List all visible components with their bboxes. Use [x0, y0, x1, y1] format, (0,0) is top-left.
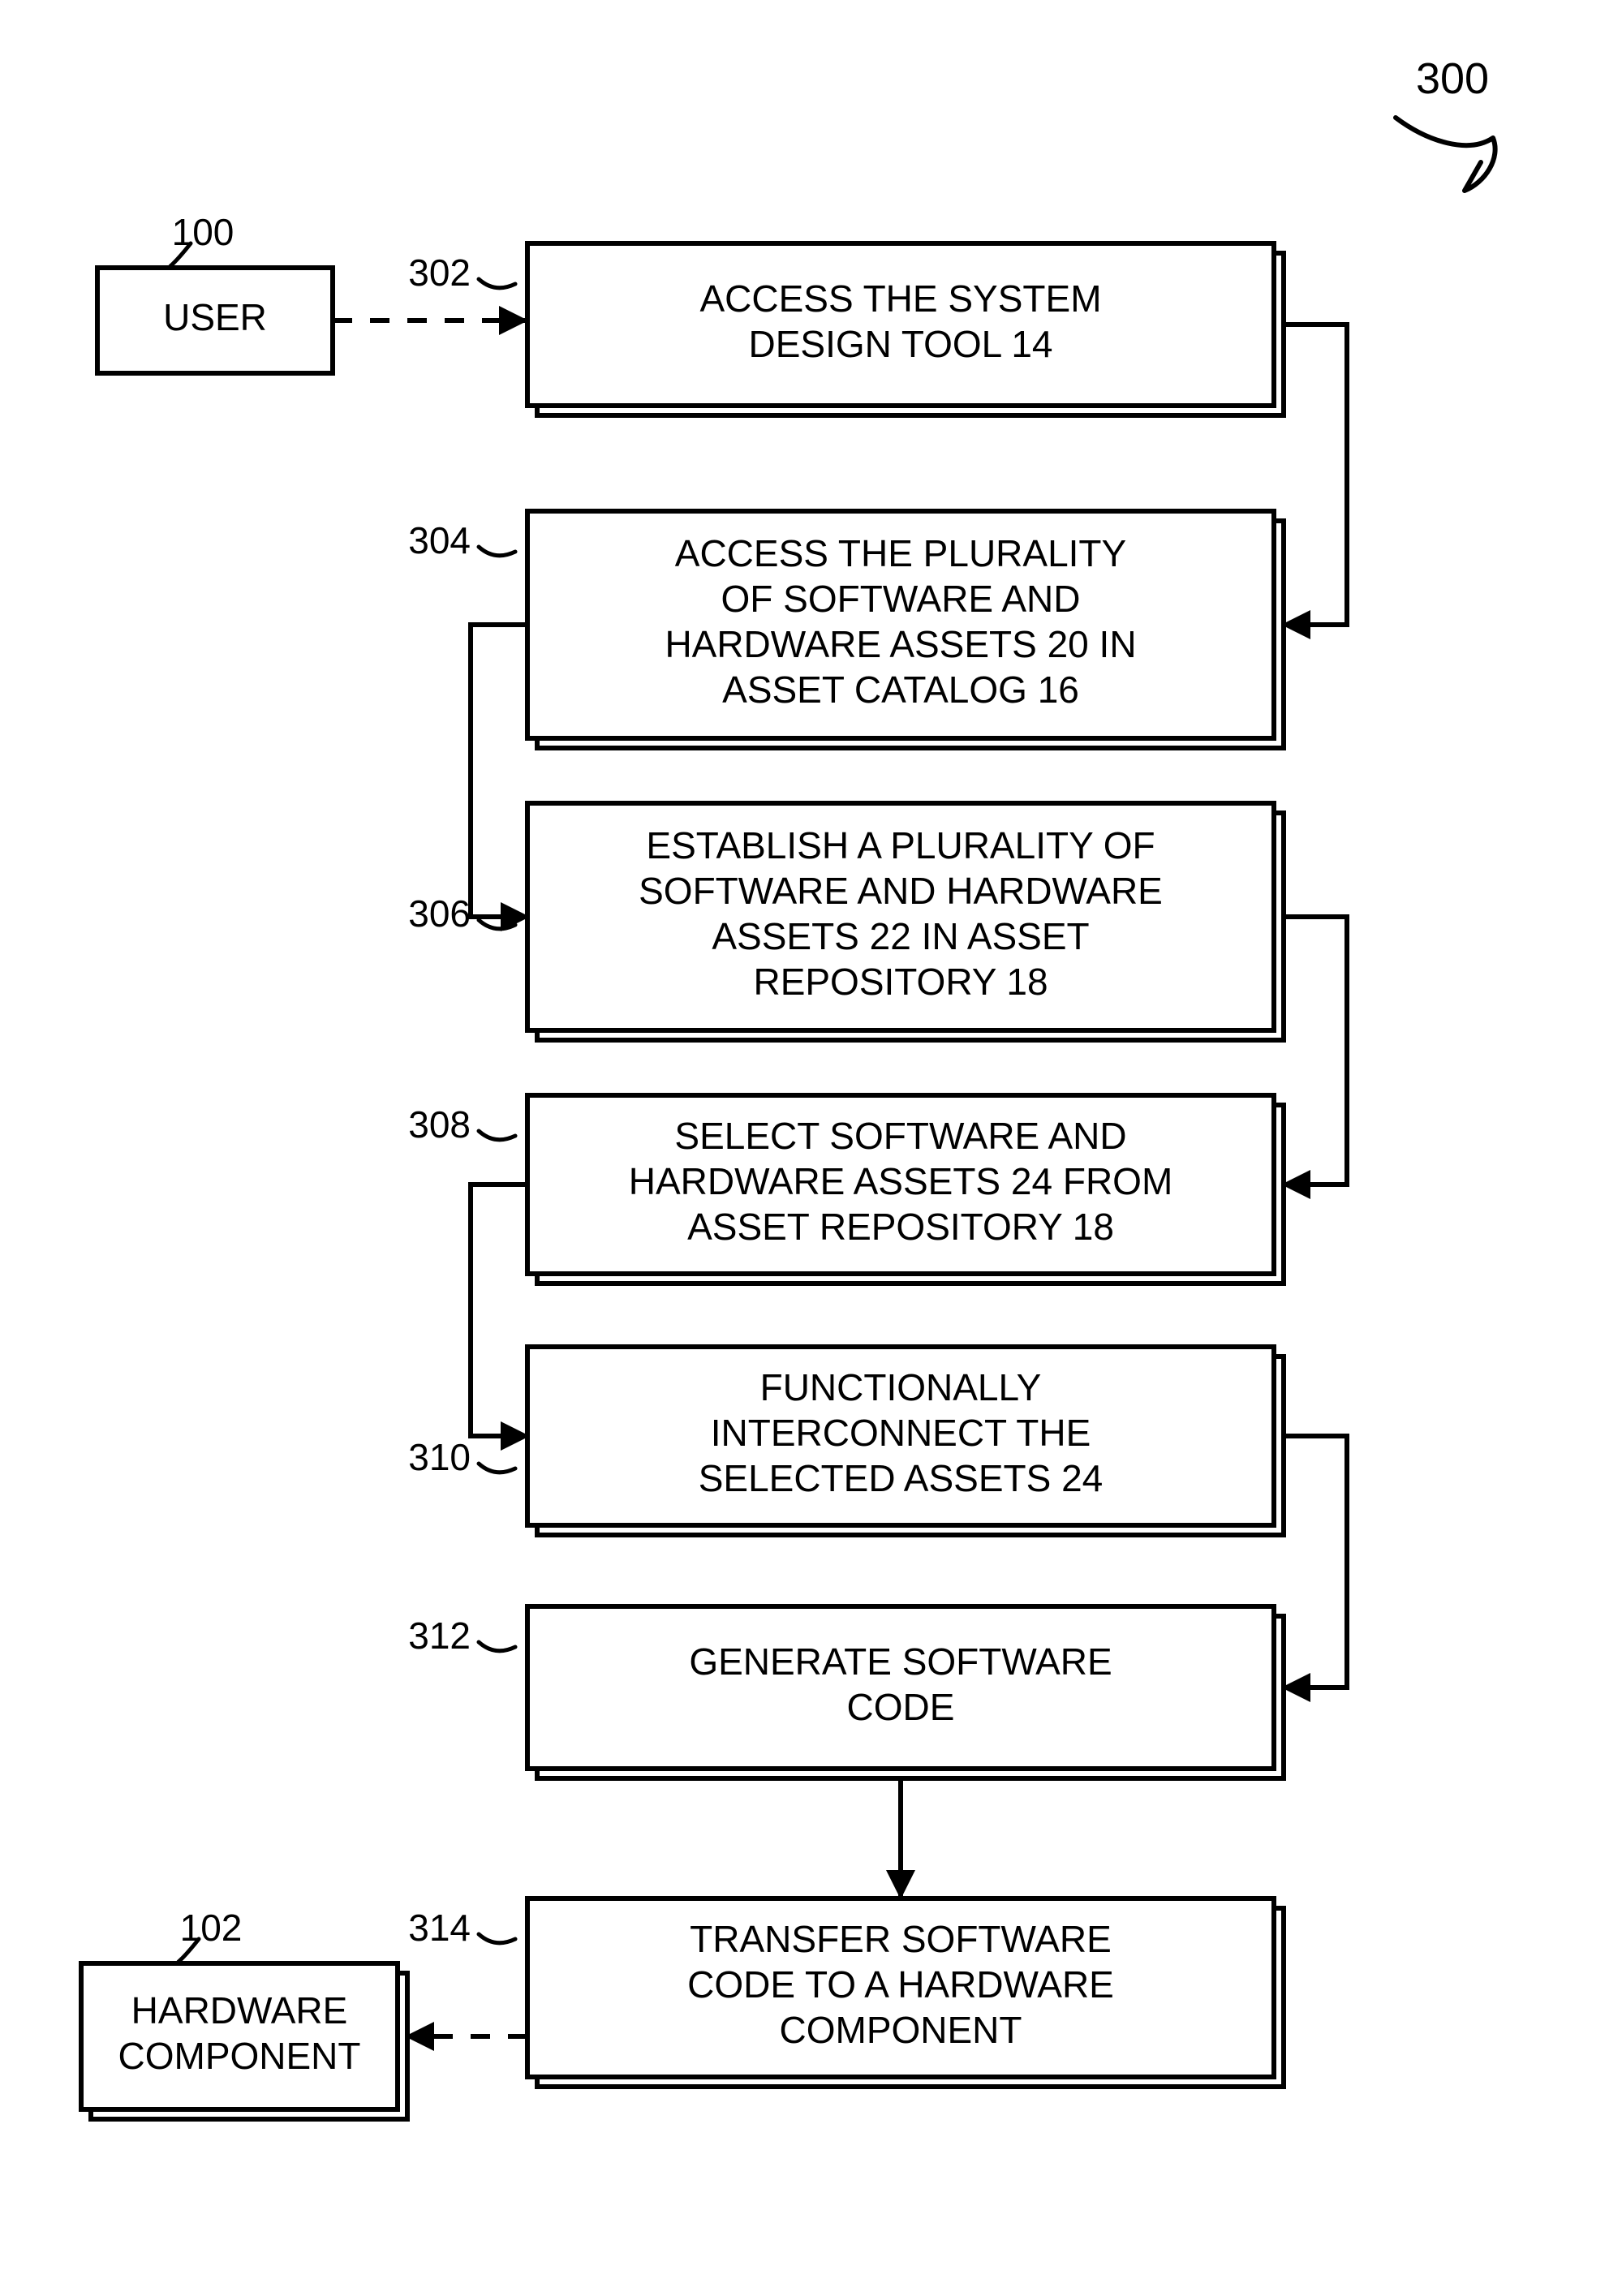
step-num-s308: 308	[408, 1103, 471, 1146]
step-num-s302-leader	[479, 279, 515, 288]
node-s304: ACCESS THE PLURALITYOF SOFTWARE ANDHARDW…	[527, 511, 1284, 748]
node-user: USER	[97, 268, 333, 373]
node-s302-line1: DESIGN TOOL 14	[749, 323, 1053, 365]
step-num-s310-leader	[479, 1464, 515, 1473]
ref-hardware: 102	[180, 1907, 243, 1949]
node-s308: SELECT SOFTWARE ANDHARDWARE ASSETS 24 FR…	[527, 1095, 1284, 1283]
step-num-s304-leader	[479, 547, 515, 556]
step-num-s306-leader	[479, 920, 515, 929]
figure-ref-squiggle	[1396, 118, 1495, 191]
node-s308-line0: SELECT SOFTWARE AND	[674, 1115, 1126, 1157]
node-s310: FUNCTIONALLYINTERCONNECT THESELECTED ASS…	[527, 1347, 1284, 1535]
node-s304-line3: ASSET CATALOG 16	[722, 669, 1079, 711]
node-s304-line1: OF SOFTWARE AND	[721, 578, 1081, 620]
node-s312-line0: GENERATE SOFTWARE	[689, 1640, 1112, 1683]
connector-c-308-310	[471, 1185, 527, 1436]
node-s306: ESTABLISH A PLURALITY OFSOFTWARE AND HAR…	[527, 803, 1284, 1040]
step-num-s302: 302	[408, 252, 471, 294]
step-num-s306: 306	[408, 892, 471, 935]
node-s302: ACCESS THE SYSTEMDESIGN TOOL 14	[527, 243, 1284, 415]
node-s306-line1: SOFTWARE AND HARDWARE	[639, 870, 1163, 912]
connector-c-302-304	[1284, 325, 1347, 625]
step-num-s314-leader	[479, 1934, 515, 1943]
node-s304-line2: HARDWARE ASSETS 20 IN	[665, 623, 1136, 665]
node-s312: GENERATE SOFTWARECODE	[527, 1606, 1284, 1778]
figure-ref-label: 300	[1416, 54, 1489, 103]
node-s302-line0: ACCESS THE SYSTEM	[699, 277, 1101, 320]
node-hardware-line0: HARDWARE	[131, 1989, 348, 2032]
node-user-line0: USER	[163, 296, 267, 338]
step-num-s312: 312	[408, 1615, 471, 1657]
node-hardware: HARDWARECOMPONENT	[81, 1963, 407, 2119]
step-num-s310: 310	[408, 1436, 471, 1478]
node-s314: TRANSFER SOFTWARECODE TO A HARDWARECOMPO…	[527, 1898, 1284, 2087]
node-s310-line2: SELECTED ASSETS 24	[699, 1457, 1104, 1499]
node-s314-line2: COMPONENT	[780, 2009, 1022, 2051]
ref-user: 100	[172, 211, 234, 253]
node-s306-line2: ASSETS 22 IN ASSET	[712, 915, 1089, 957]
connector-c-310-312	[1284, 1436, 1347, 1688]
node-s308-line2: ASSET REPOSITORY 18	[687, 1206, 1114, 1248]
step-num-s314: 314	[408, 1907, 471, 1949]
step-num-s304: 304	[408, 519, 471, 561]
node-s312-line1: CODE	[847, 1686, 955, 1728]
step-num-s308-leader	[479, 1131, 515, 1140]
connector-c-306-308	[1284, 917, 1347, 1185]
node-s304-line0: ACCESS THE PLURALITY	[675, 532, 1126, 574]
node-s306-line0: ESTABLISH A PLURALITY OF	[646, 824, 1155, 866]
node-s306-line3: REPOSITORY 18	[753, 961, 1048, 1003]
node-s310-line0: FUNCTIONALLY	[760, 1366, 1042, 1408]
node-s314-line0: TRANSFER SOFTWARE	[690, 1918, 1112, 1960]
connector-c-304-306	[471, 625, 527, 917]
node-hardware-line1: COMPONENT	[118, 2035, 361, 2077]
node-s308-line1: HARDWARE ASSETS 24 FROM	[629, 1160, 1173, 1202]
node-s310-line1: INTERCONNECT THE	[711, 1412, 1091, 1454]
node-s314-line1: CODE TO A HARDWARE	[687, 1963, 1114, 2006]
step-num-s312-leader	[479, 1642, 515, 1651]
